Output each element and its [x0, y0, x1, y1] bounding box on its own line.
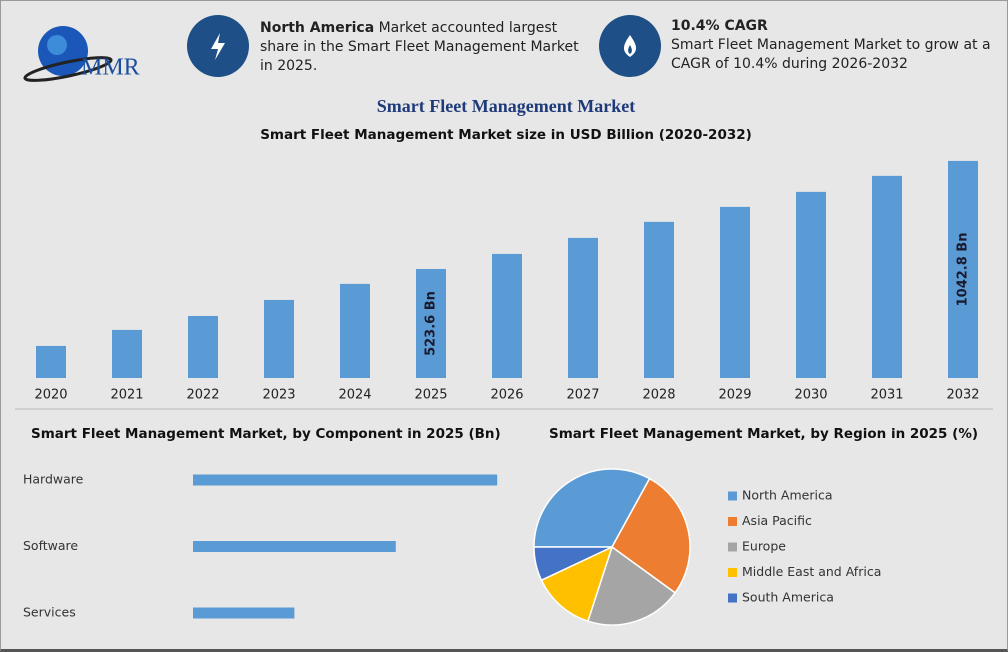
x-tick-label: 2026: [490, 388, 523, 403]
highlight: 10.4% CAGR Smart Fleet Management Market…: [671, 17, 1001, 74]
legend-label: Europe: [742, 539, 786, 554]
bar: [112, 329, 142, 378]
chart-title: Smart Fleet Management Market: [377, 96, 635, 116]
bar: [644, 221, 674, 378]
chart-subtitle: Smart Fleet Management Market size in US…: [260, 127, 752, 143]
bar: [416, 268, 446, 378]
pie-slice: [540, 545, 614, 623]
bar: [872, 175, 902, 378]
chart-title: Smart Fleet Management Market, by Compon…: [31, 426, 501, 442]
bar: [492, 253, 522, 378]
highlight-text: Smart Fleet Management Market to grow at…: [671, 37, 991, 72]
data-label: 523.6 Bn: [424, 291, 439, 356]
legend-swatch: [728, 568, 737, 577]
highlight-text: Market accounted largest share in the Sm…: [260, 20, 579, 74]
legend-label: Middle East and Africa: [742, 564, 881, 579]
x-tick-label: 2029: [718, 388, 751, 403]
legend-swatch: [728, 517, 737, 526]
x-tick-label: 2027: [566, 388, 599, 403]
bar: [193, 541, 396, 552]
bar: [340, 283, 370, 378]
logo: MMR: [23, 26, 140, 82]
bar: [568, 237, 598, 378]
highlight-icon: [187, 15, 249, 77]
y-tick-label: Software: [23, 538, 78, 553]
legend-label: North America: [742, 488, 833, 503]
x-tick-label: 2023: [262, 388, 295, 403]
bar: [264, 299, 294, 378]
pie-slice: [533, 546, 613, 582]
chart-title: Smart Fleet Management Market, by Region…: [549, 426, 978, 442]
data-label: 1042.8 Bn: [956, 233, 971, 307]
bar: [36, 345, 66, 378]
pie-slice: [611, 477, 691, 594]
bar: [193, 474, 498, 486]
bar: [193, 607, 295, 619]
x-tick-label: 2028: [642, 388, 675, 403]
x-tick-label: 2024: [338, 388, 371, 403]
bar: [796, 191, 826, 378]
y-tick-label: Hardware: [23, 472, 84, 487]
legend-label: Asia Pacific: [742, 513, 812, 528]
legend-swatch: [728, 542, 737, 552]
x-tick-label: 2020: [34, 388, 67, 403]
x-tick-label: 2030: [794, 388, 827, 403]
legend-label: South America: [742, 590, 834, 605]
pie-slice: [586, 545, 677, 626]
pie-slice: [533, 468, 651, 548]
logo-text: MMR: [81, 55, 140, 81]
x-tick-label: 2025: [414, 388, 447, 403]
highlight-title: 10.4% CAGR: [671, 18, 768, 34]
x-tick-label: 2021: [110, 388, 143, 403]
x-tick-label: 2031: [870, 388, 903, 403]
legend-swatch: [728, 491, 737, 501]
highlight: North America Market accounted largest s…: [260, 19, 580, 76]
x-tick-label: 2022: [186, 388, 219, 403]
highlight-icon: [599, 15, 661, 77]
bar: [188, 315, 218, 378]
x-tick-label: 2032: [946, 388, 979, 403]
y-tick-label: Services: [23, 605, 76, 620]
bar: [948, 160, 978, 378]
highlight-bold: North America: [260, 20, 375, 36]
bar: [720, 206, 750, 378]
legend-swatch: [728, 593, 737, 603]
